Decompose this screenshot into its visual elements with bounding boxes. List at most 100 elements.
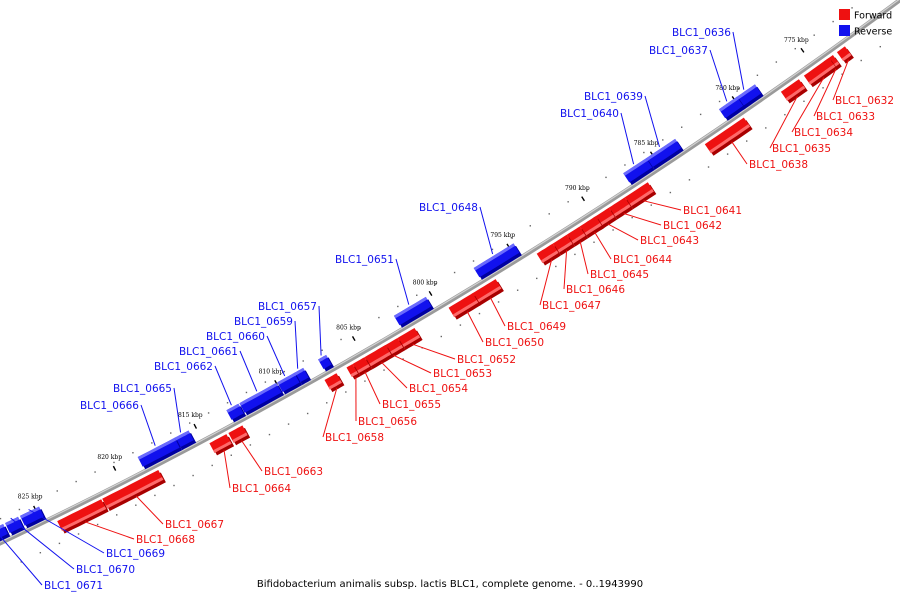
- label-leader: [644, 95, 660, 148]
- gene-feature-blc1-0648[interactable]: [473, 243, 522, 280]
- tick-dot: [765, 127, 767, 129]
- gene-label-blc1-0655[interactable]: BLC1_0655: [382, 399, 441, 411]
- gene-label-blc1-0660[interactable]: BLC1_0660: [206, 331, 265, 343]
- tick-dot: [662, 139, 664, 141]
- gene-feature-blc1-0647[interactable]: [536, 243, 561, 266]
- gene-feature-blc1-0666[interactable]: [137, 437, 183, 470]
- gene-feature-blc1-0641[interactable]: [624, 182, 657, 210]
- tick-dot: [230, 454, 232, 456]
- gene-label-blc1-0632[interactable]: BLC1_0632: [835, 95, 894, 107]
- tick-dot: [188, 422, 191, 424]
- gene-label-blc1-0651[interactable]: BLC1_0651: [335, 254, 394, 266]
- legend: Forward Reverse: [839, 9, 892, 38]
- gene-feature-blc1-0646[interactable]: [552, 234, 576, 256]
- genome-backbone: [0, 0, 900, 546]
- gene-feature-blc1-0640[interactable]: [623, 158, 655, 185]
- gene-feature-blc1-0638[interactable]: [704, 117, 753, 156]
- gene-label-blc1-0668[interactable]: BLC1_0668: [136, 534, 195, 546]
- gene-label-blc1-0662[interactable]: BLC1_0662: [154, 361, 213, 373]
- gene-highlight: [709, 124, 751, 154]
- gene-label-blc1-0650[interactable]: BLC1_0650: [485, 337, 544, 349]
- gene-feature-blc1-0661[interactable]: [239, 382, 285, 416]
- gene-feature-blc1-0667[interactable]: [102, 470, 166, 511]
- gene-label-blc1-0636[interactable]: BLC1_0636: [672, 27, 731, 39]
- gene-feature-blc1-0655[interactable]: [352, 357, 373, 377]
- gene-label-blc1-0657[interactable]: BLC1_0657: [258, 301, 317, 313]
- gene-label-blc1-0665[interactable]: BLC1_0665: [113, 383, 172, 395]
- map-caption: Bifidobacterium animalis subsp. lactis B…: [257, 579, 643, 590]
- gene-label-blc1-0649[interactable]: BLC1_0649: [507, 321, 566, 333]
- tick-dot: [516, 289, 519, 291]
- gene-label-blc1-0647[interactable]: BLC1_0647: [542, 300, 601, 312]
- gene-label-blc1-0664[interactable]: BLC1_0664: [232, 483, 291, 495]
- gene-feature-blc1-0668[interactable]: [57, 499, 109, 534]
- gene-feature-blc1-0650[interactable]: [448, 293, 481, 320]
- gene-label-blc1-0644[interactable]: BLC1_0644: [613, 254, 672, 266]
- gene-block: [719, 96, 744, 119]
- gene-highlight: [277, 372, 296, 385]
- gene-highlight: [719, 96, 739, 112]
- gene-feature-blc1-0636[interactable]: [734, 84, 764, 110]
- gene-label-blc1-0646[interactable]: BLC1_0646: [566, 284, 625, 296]
- gene-feature-blc1-0642[interactable]: [608, 197, 634, 220]
- gene-feature-blc1-0637[interactable]: [719, 96, 746, 121]
- gene-label-blc1-0671[interactable]: BLC1_0671: [44, 580, 103, 592]
- label-leader: [381, 361, 408, 389]
- gene-feature-blc1-0669[interactable]: [20, 506, 47, 529]
- gene-label-blc1-0670[interactable]: BLC1_0670: [76, 564, 135, 576]
- gene-feature-blc1-0658[interactable]: [324, 373, 345, 393]
- gene-label-blc1-0663[interactable]: BLC1_0663: [264, 466, 323, 478]
- gene-feature-blc1-0644[interactable]: [579, 216, 605, 239]
- gene-label-blc1-0653[interactable]: BLC1_0653: [433, 368, 492, 380]
- gene-label-blc1-0634[interactable]: BLC1_0634: [794, 127, 853, 139]
- tick-dot: [699, 113, 702, 116]
- gene-label-blc1-0642[interactable]: BLC1_0642: [663, 220, 722, 232]
- gene-label-blc1-0648[interactable]: BLC1_0648: [419, 202, 478, 214]
- tick-dot: [841, 73, 843, 75]
- gene-feature-blc1-0670[interactable]: [5, 516, 26, 536]
- gene-feature-blc1-0649[interactable]: [471, 279, 504, 306]
- gene-label-blc1-0659[interactable]: BLC1_0659: [234, 316, 293, 328]
- gene-feature-blc1-0657[interactable]: [318, 354, 334, 372]
- label-leader: [579, 241, 589, 275]
- gene-label-blc1-0667[interactable]: BLC1_0667: [165, 519, 224, 531]
- gene-label-blc1-0638[interactable]: BLC1_0638: [749, 159, 808, 171]
- gene-feature-blc1-0662[interactable]: [226, 403, 247, 423]
- gene-label-blc1-0639[interactable]: BLC1_0639: [584, 91, 643, 103]
- gene-feature-blc1-0654[interactable]: [364, 345, 394, 370]
- gene-feature-blc1-0632[interactable]: [836, 46, 854, 64]
- gene-label-blc1-0652[interactable]: BLC1_0652: [457, 354, 516, 366]
- gene-feature-blc1-0652[interactable]: [397, 328, 423, 350]
- gene-feature-blc1-0664[interactable]: [209, 434, 235, 456]
- gene-feature-blc1-0645[interactable]: [566, 226, 589, 247]
- gene-label-blc1-0656[interactable]: BLC1_0656: [358, 416, 417, 428]
- gene-label-blc1-0645[interactable]: BLC1_0645: [590, 269, 649, 281]
- gene-label-blc1-0661[interactable]: BLC1_0661: [179, 346, 238, 358]
- gene-feature-blc1-0671[interactable]: [0, 524, 11, 546]
- gene-feature-blc1-0634[interactable]: [803, 57, 838, 88]
- gene-label-blc1-0633[interactable]: BLC1_0633: [816, 111, 875, 123]
- gene-feature-blc1-0660[interactable]: [277, 372, 303, 395]
- gene-label-blc1-0654[interactable]: BLC1_0654: [409, 383, 468, 395]
- tick-dot: [586, 188, 588, 191]
- gene-label-blc1-0641[interactable]: BLC1_0641: [683, 205, 742, 217]
- gene-label-blc1-0666[interactable]: BLC1_0666: [80, 400, 139, 412]
- gene-label-blc1-0637[interactable]: BLC1_0637: [649, 45, 708, 57]
- gene-block: [734, 84, 762, 108]
- label-leader: [10, 517, 75, 570]
- gene-feature-blc1-0635[interactable]: [780, 79, 808, 104]
- gene-feature-blc1-0639[interactable]: [646, 138, 684, 170]
- gene-feature-blc1-0663[interactable]: [228, 425, 251, 446]
- gene-feature-blc1-0665[interactable]: [174, 430, 197, 451]
- gene-block: [471, 279, 502, 304]
- gene-feature-blc1-0656[interactable]: [346, 364, 361, 380]
- gene-label-blc1-0635[interactable]: BLC1_0635: [772, 143, 831, 155]
- gene-label-blc1-0640[interactable]: BLC1_0640: [560, 108, 619, 120]
- gene-label-blc1-0669[interactable]: BLC1_0669: [106, 548, 165, 560]
- gene-label-blc1-0658[interactable]: BLC1_0658: [325, 432, 384, 444]
- gene-label-blc1-0643[interactable]: BLC1_0643: [640, 235, 699, 247]
- tick-dot: [18, 508, 21, 511]
- gene-feature-blc1-0651[interactable]: [393, 296, 434, 328]
- gene-block: [552, 234, 573, 253]
- gene-feature-blc1-0659[interactable]: [294, 367, 312, 385]
